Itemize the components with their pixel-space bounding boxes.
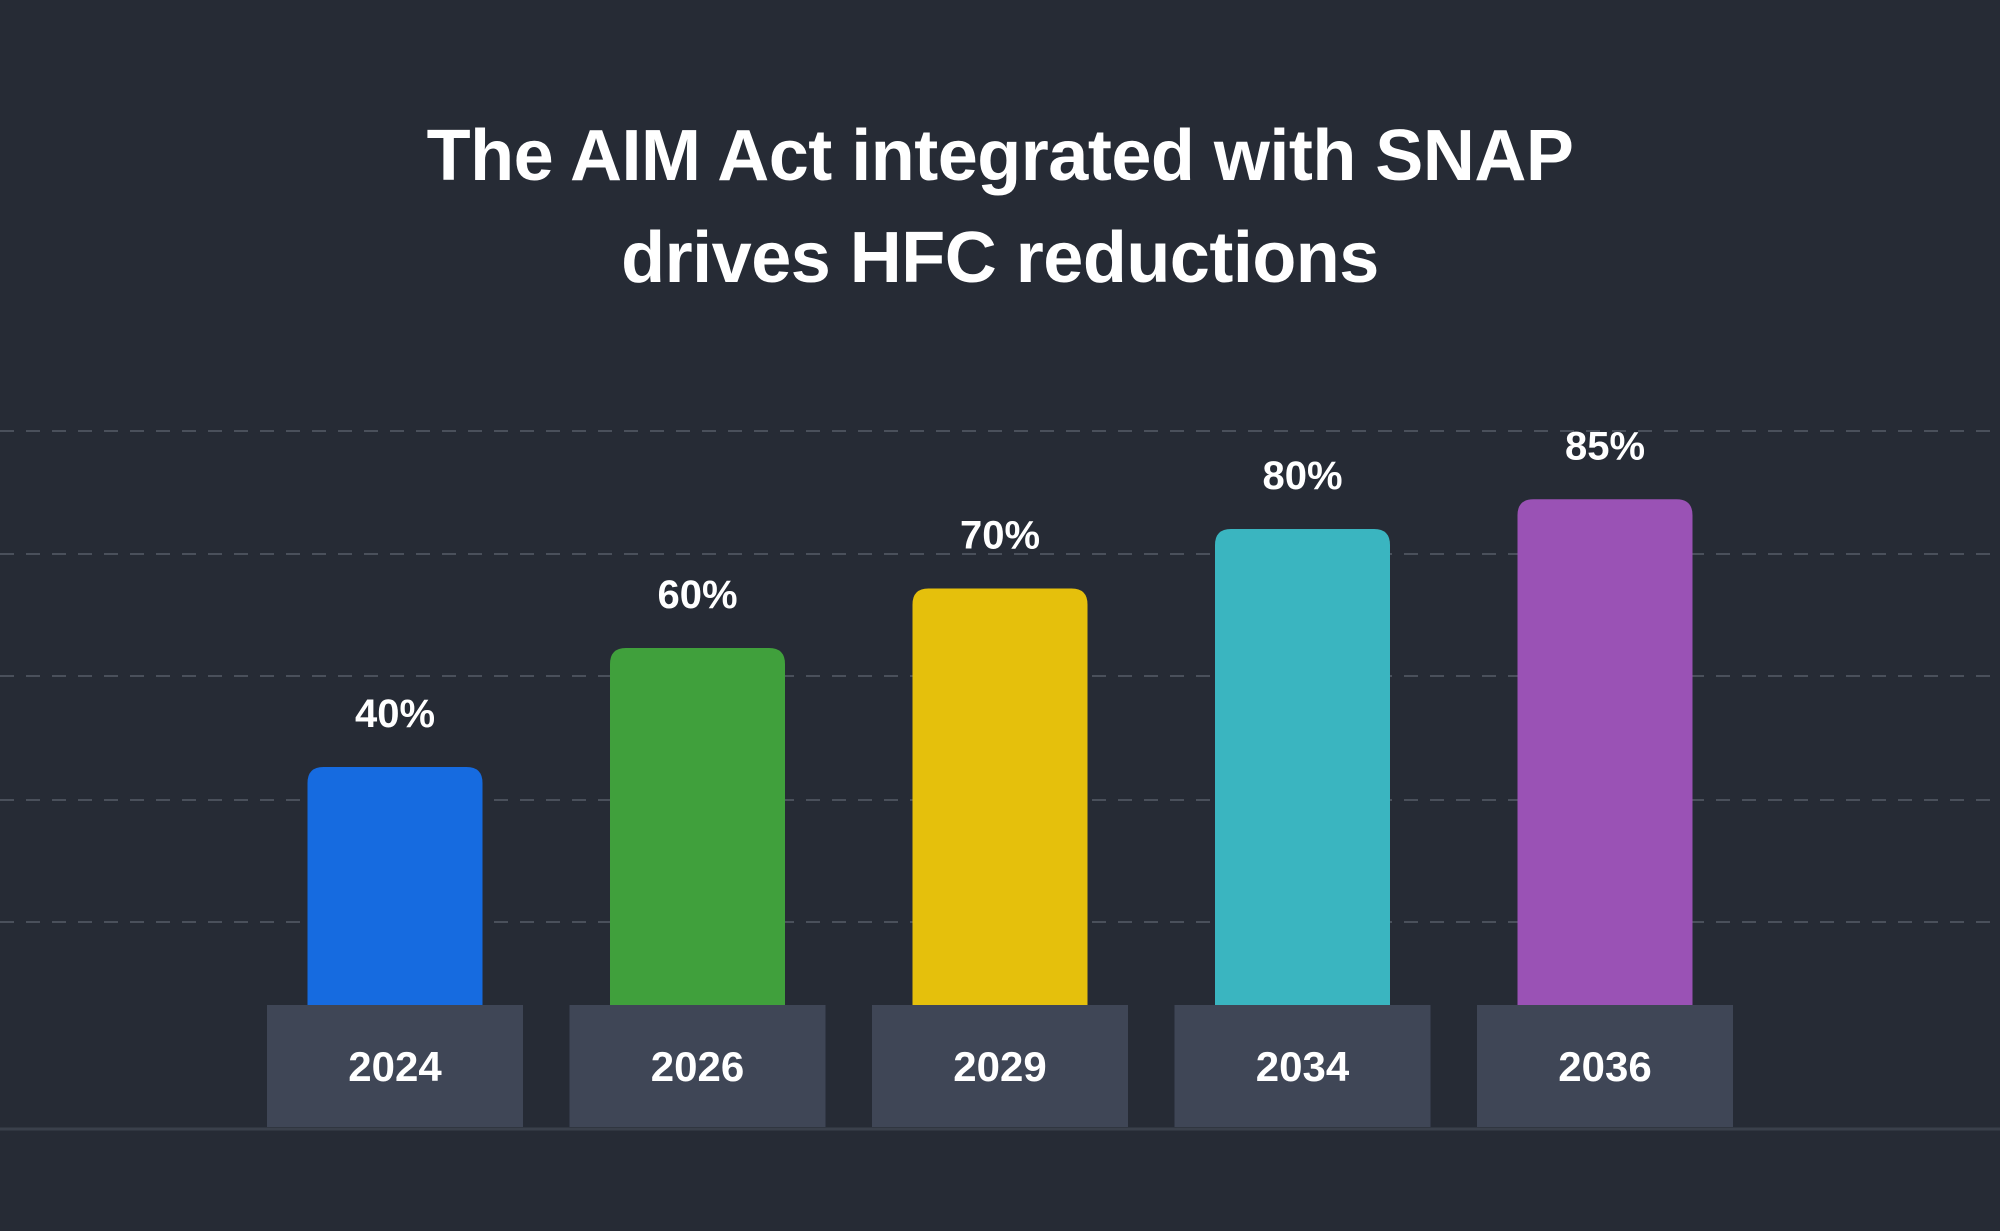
value-label-2034: 80% [1262,454,1342,498]
category-box-2034 [1174,1005,1431,1127]
category-box-2026 [569,1005,826,1127]
category-box-2036 [1477,1005,1733,1127]
bar-2029 [912,588,1088,1005]
bar-2034 [1215,529,1390,1005]
chart-title: The AIM Act integrated with SNAP drives … [0,105,2000,309]
category-label-2034: 2034 [1256,1043,1350,1090]
bar-2026 [610,648,785,1005]
category-box-2029 [872,1005,1128,1127]
category-label-2036: 2036 [1558,1043,1651,1090]
category-label-2024: 2024 [348,1043,442,1090]
category-label-2026: 2026 [651,1043,744,1090]
value-label-2029: 70% [960,514,1040,558]
bar-2036 [1517,499,1693,1005]
value-label-2024: 40% [355,692,435,736]
category-box-2024 [267,1005,523,1127]
category-label-2029: 2029 [953,1043,1046,1090]
chart-title-line-2: drives HFC reductions [621,218,1379,298]
bar-2024 [307,767,483,1005]
value-label-2036: 85% [1565,424,1645,468]
value-label-2026: 60% [657,573,737,617]
chart-title-line-1: The AIM Act integrated with SNAP [426,116,1574,196]
